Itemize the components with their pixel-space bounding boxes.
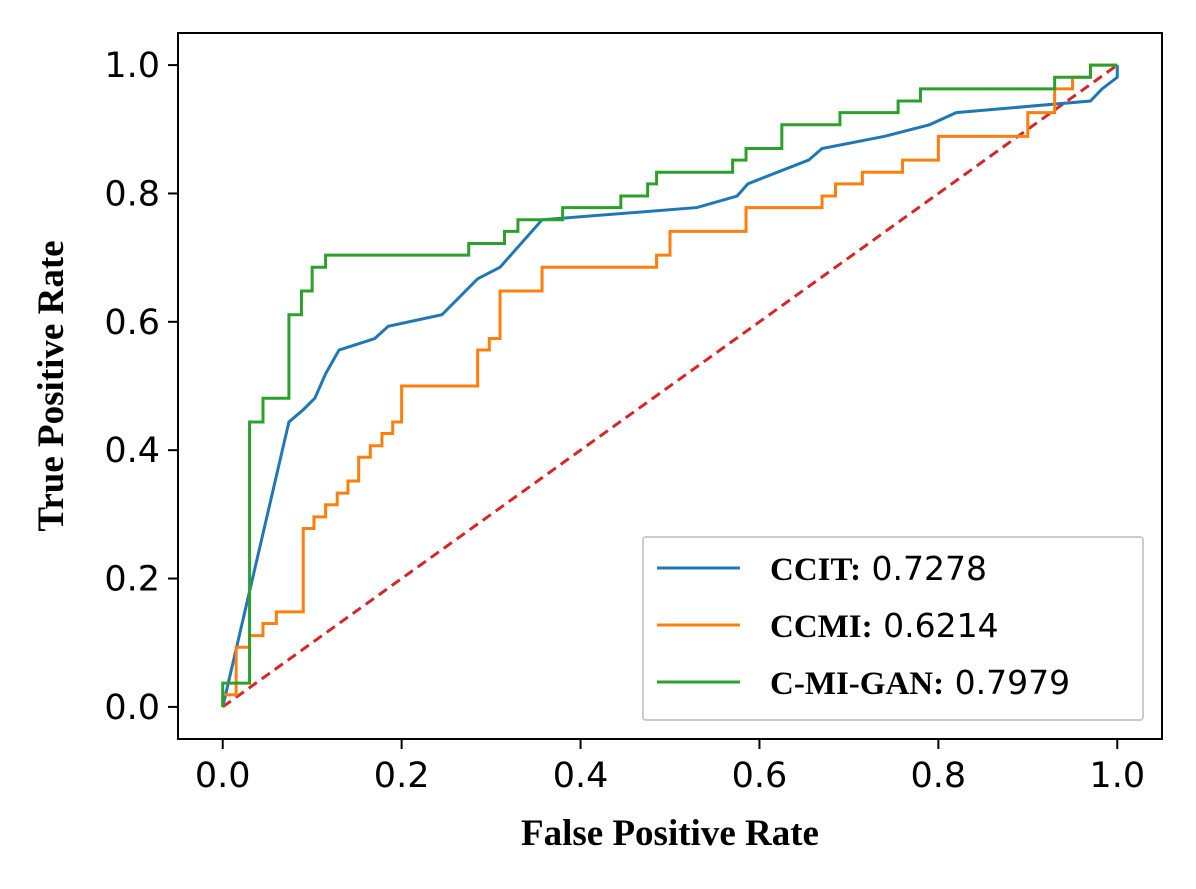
y-tick-label: 1.0 xyxy=(104,46,160,86)
legend-label-c-mi-gan: C-MI-GAN: 0.7979 xyxy=(770,663,1070,702)
y-tick-label: 0.0 xyxy=(104,688,160,728)
y-tick-label: 0.2 xyxy=(104,560,160,600)
x-tick-label: 0.4 xyxy=(553,756,609,796)
legend-series-score: 0.6214 xyxy=(873,606,999,645)
x-tick-label: 0.8 xyxy=(911,756,967,796)
x-axis-ticks: 0.0 0.2 0.4 0.6 0.8 1.0 xyxy=(195,739,1145,796)
y-tick-label: 0.8 xyxy=(104,174,160,214)
x-tick-label: 0.0 xyxy=(195,756,251,796)
legend-series-name: C-MI-GAN: xyxy=(770,666,944,702)
legend: CCIT: 0.7278 CCMI: 0.6214 C-MI-GAN: 0.7979 xyxy=(642,536,1144,721)
legend-series-score: 0.7278 xyxy=(861,549,987,588)
legend-label-ccit: CCIT: 0.7278 xyxy=(770,549,987,588)
legend-box xyxy=(642,536,1144,721)
legend-series-name: CCMI: xyxy=(770,609,873,645)
y-tick-label: 0.6 xyxy=(104,303,160,343)
roc-curve-c-mi-gan xyxy=(221,63,1118,707)
x-axis-title: False Positive Rate xyxy=(521,813,819,854)
x-tick-label: 1.0 xyxy=(1089,756,1145,796)
roc-curve-ccit xyxy=(221,65,1119,708)
legend-label-ccmi: CCMI: 0.6214 xyxy=(770,606,999,645)
legend-series-name: CCIT: xyxy=(770,552,861,588)
y-axis-title: True Positive Rate xyxy=(31,240,72,531)
plot-frame xyxy=(177,32,1163,740)
y-tick-label: 0.4 xyxy=(104,431,160,471)
legend-series-score: 0.7979 xyxy=(944,663,1070,702)
roc-curve-ccmi xyxy=(221,63,1118,707)
plot-lines xyxy=(221,63,1119,709)
chance-reference-line xyxy=(221,63,1119,709)
x-tick-label: 0.2 xyxy=(374,756,430,796)
x-tick-label: 0.6 xyxy=(732,756,788,796)
y-axis-ticks: 0.0 0.2 0.4 0.6 0.8 1.0 xyxy=(104,46,178,728)
